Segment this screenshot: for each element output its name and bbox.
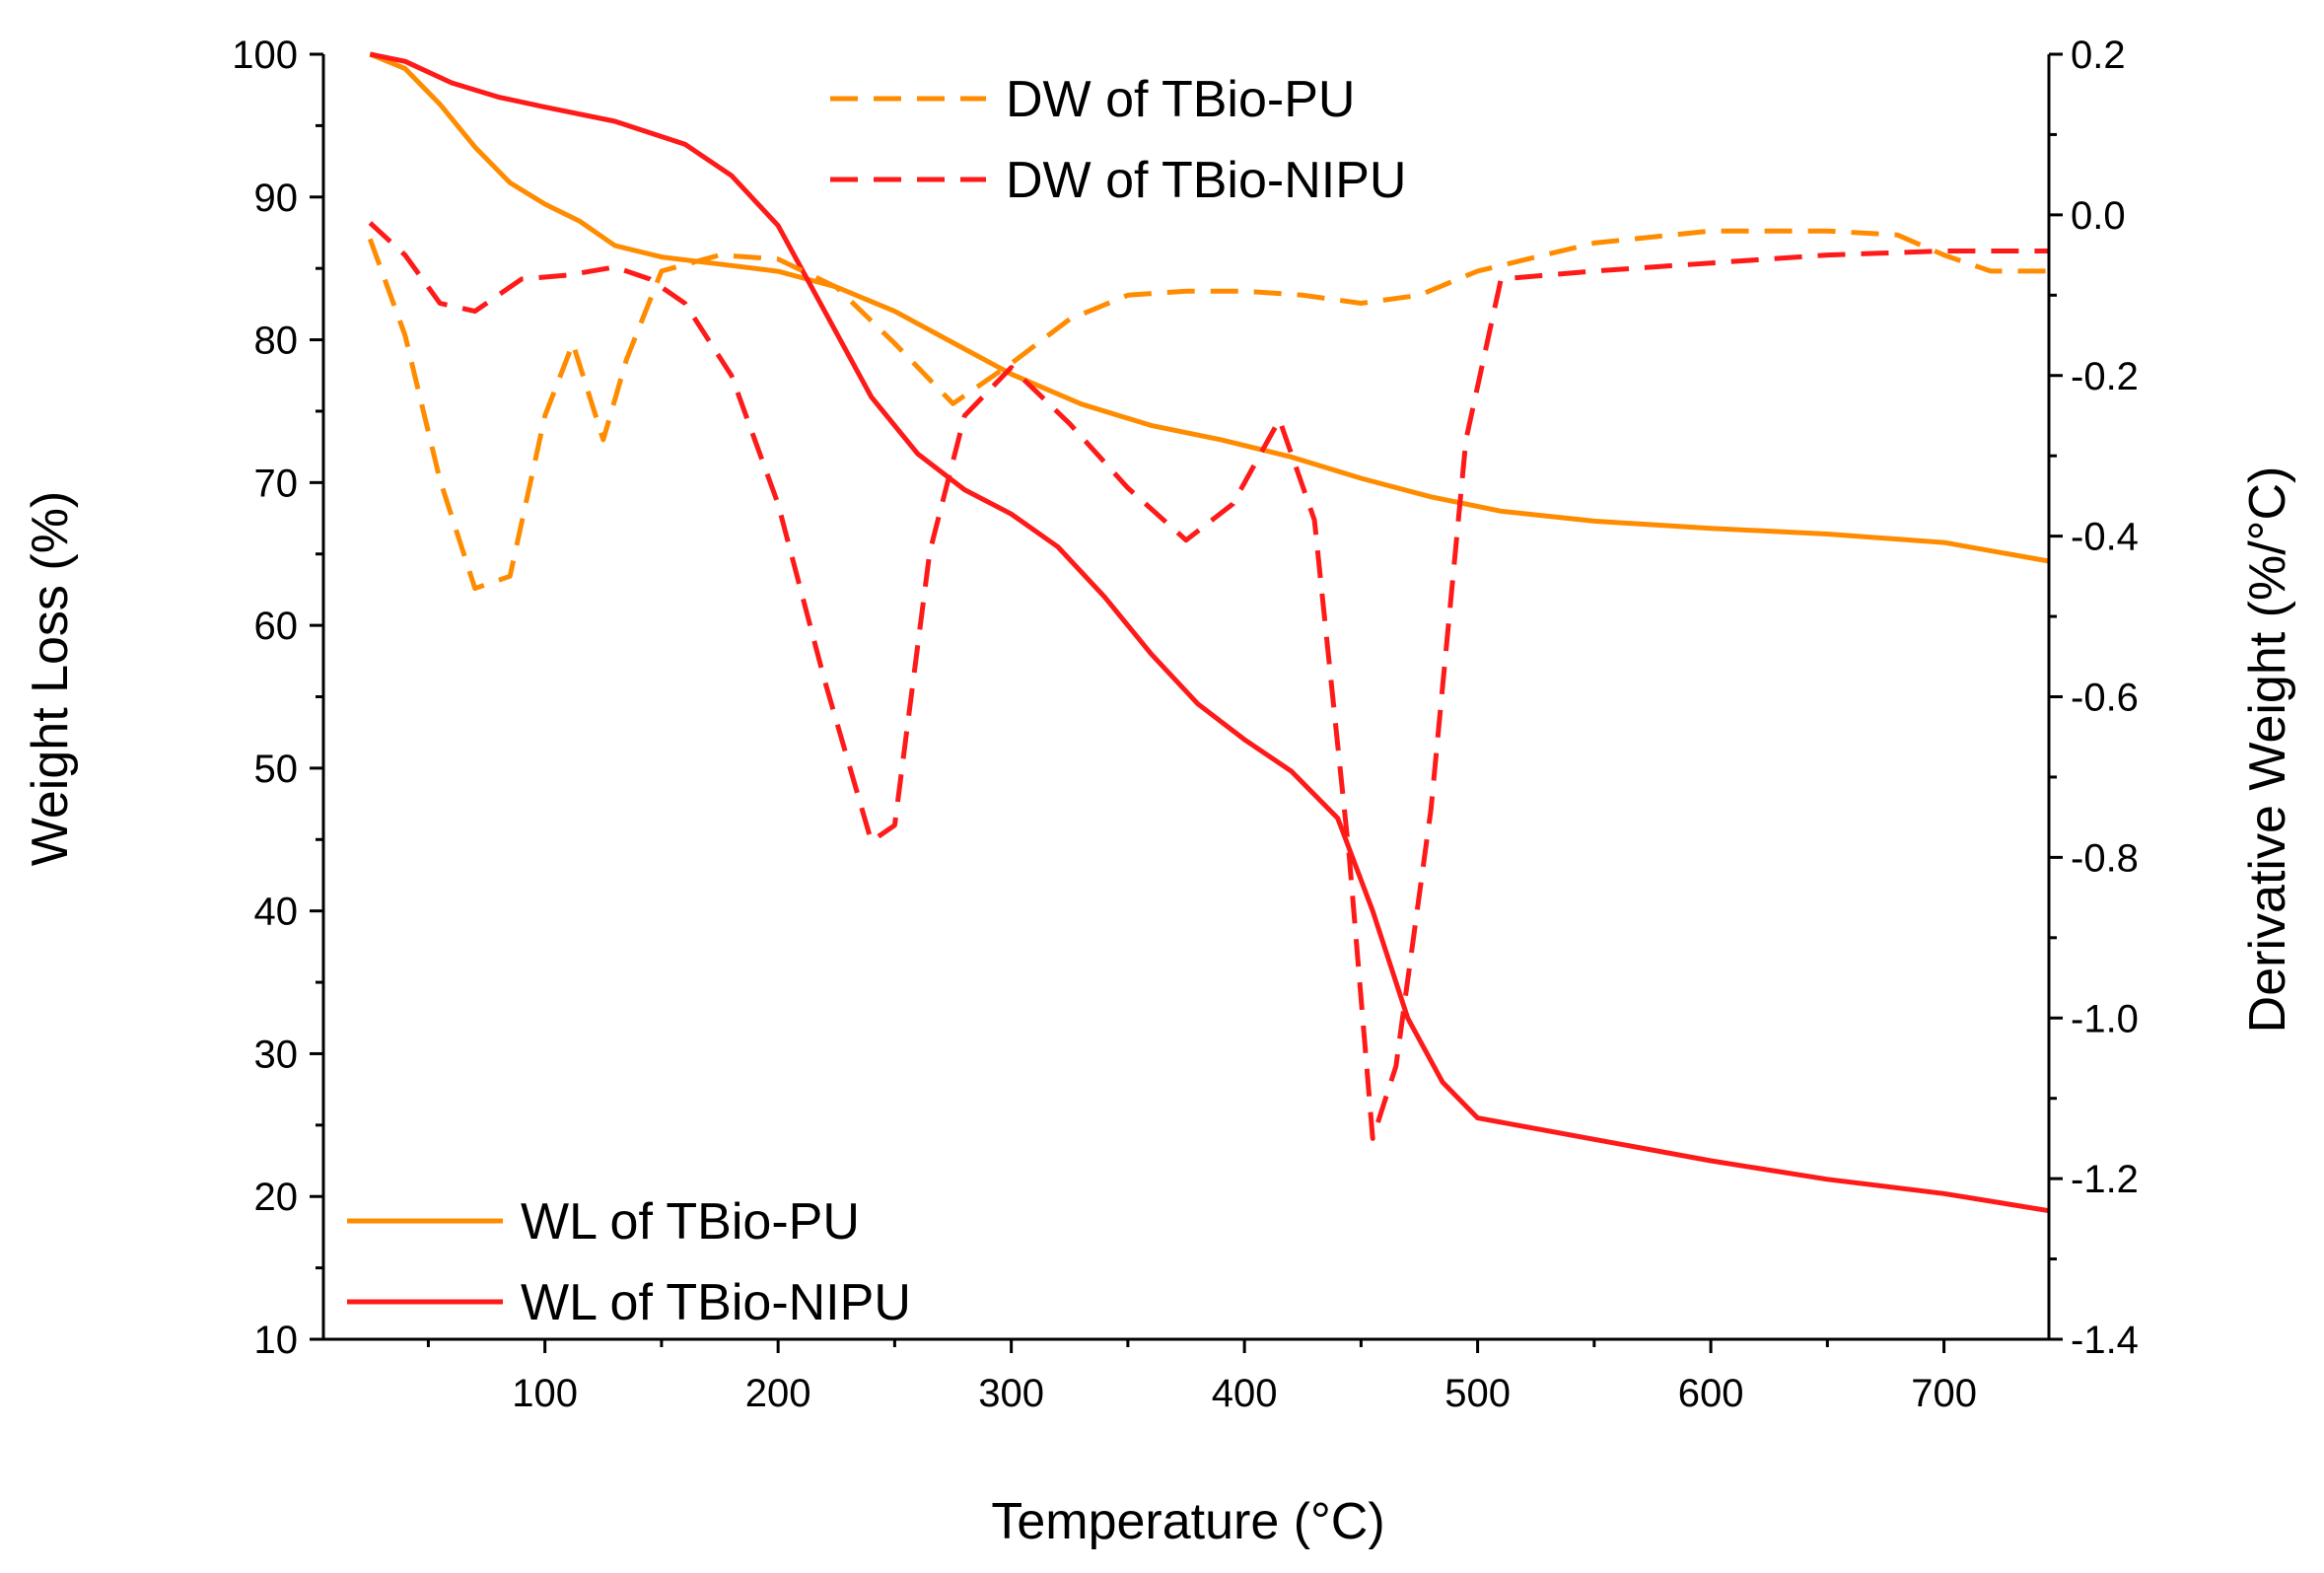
x-tick-label: 200 <box>745 1372 811 1415</box>
y-left-tick-label: 20 <box>254 1176 299 1219</box>
y-right-tick-label: -1.0 <box>2071 997 2139 1040</box>
axes <box>321 54 2051 1341</box>
series-line-dw-of-tbio-pu <box>367 228 2049 592</box>
x-tick-label: 400 <box>1212 1372 1278 1415</box>
legend-dw: DW of TBio-PU DW of TBio-NIPU <box>830 71 1406 209</box>
x-tick-label: 500 <box>1444 1372 1511 1415</box>
y-right-tick-label: -0.4 <box>2071 516 2139 559</box>
legend-label-wl-pu: WL of TBio-PU <box>521 1193 860 1251</box>
y-right-tick-label: -0.2 <box>2071 355 2139 398</box>
legend-label-wl-nipu: WL of TBio-NIPU <box>521 1274 911 1331</box>
series-line-wl-of-tbio-nipu <box>369 51 2050 1214</box>
x-axis-title: Temperature (°C) <box>991 1493 1384 1550</box>
series-line-dw-of-tbio-nipu <box>368 221 2049 1141</box>
y-left-tick-label: 90 <box>254 177 299 220</box>
y-left-tick-label: 80 <box>254 320 299 363</box>
legend-label-dw-nipu: DW of TBio-NIPU <box>1006 152 1406 209</box>
x-tick-label: 700 <box>1911 1372 1977 1415</box>
y-left-tick-label: 10 <box>254 1319 299 1362</box>
y-left-tick-label: 60 <box>254 605 299 648</box>
legend-label-dw-pu: DW of TBio-PU <box>1006 71 1355 128</box>
x-tick-label: 600 <box>1678 1372 1744 1415</box>
y-right-tick-label: 0.2 <box>2071 34 2126 77</box>
x-tick-label: 100 <box>512 1372 578 1415</box>
series-line-wl-of-tbio-pu <box>369 51 2050 564</box>
y-left-tick-label: 40 <box>254 891 299 934</box>
y-left-tick-label: 30 <box>254 1033 299 1076</box>
y-left-axis-title: Weight Loss (%) <box>22 491 79 867</box>
y-right-tick-label: -1.4 <box>2071 1319 2139 1362</box>
y-right-tick-label: -0.6 <box>2071 677 2139 720</box>
y-right-tick-label: -1.2 <box>2071 1158 2139 1201</box>
ticks-layer: 100 200 300 400 500 600 700 10 20 30 40 50 60 70 80 90 1… <box>232 34 2139 1415</box>
y-right-axis-title: Derivative Weight (%/°C) <box>2239 466 2296 1034</box>
x-tick-label: 300 <box>978 1372 1044 1415</box>
y-right-tick-label: 0.0 <box>2071 194 2126 238</box>
y-left-tick-label: 100 <box>232 34 298 77</box>
y-left-tick-label: 50 <box>254 748 299 791</box>
legend-wl: WL of TBio-PU WL of TBio-NIPU <box>347 1193 911 1331</box>
series-layer <box>367 51 2050 1214</box>
y-left-tick-label: 70 <box>254 462 299 505</box>
y-right-tick-label: -0.8 <box>2071 836 2139 880</box>
